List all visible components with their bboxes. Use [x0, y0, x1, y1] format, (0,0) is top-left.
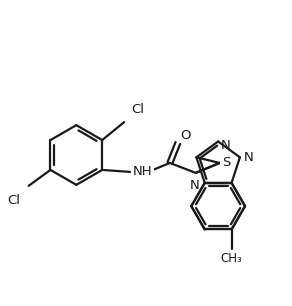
- Text: CH₃: CH₃: [221, 252, 242, 265]
- Text: NH: NH: [133, 166, 153, 178]
- Text: S: S: [222, 156, 230, 170]
- Text: N: N: [221, 139, 231, 151]
- Text: Cl: Cl: [131, 103, 144, 116]
- Text: Cl: Cl: [8, 194, 21, 207]
- Text: N: N: [244, 151, 254, 164]
- Text: N: N: [190, 179, 200, 192]
- Text: O: O: [180, 129, 190, 142]
